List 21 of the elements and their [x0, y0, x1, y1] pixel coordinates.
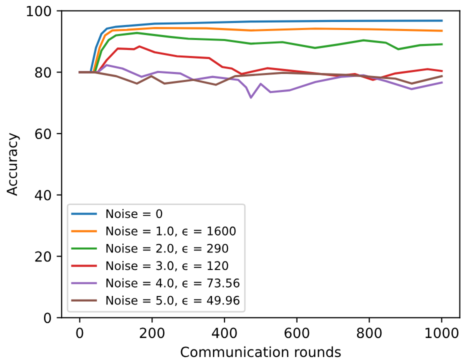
x-tick-label: 0 [76, 328, 84, 338]
y-tick-label: 100 [26, 6, 51, 16]
y-tick-label: 60 [35, 128, 51, 140]
x-tick-label: 600 [284, 328, 310, 338]
y-tick-label: 20 [35, 251, 51, 262]
y-tick-label: 0 [44, 312, 51, 324]
legend-label: Noise = 1.0, ϵ = 1600 [106, 226, 236, 237]
legend-label: Noise = 4.0, ϵ = 73.56 [106, 278, 240, 289]
x-axis-title: Communication rounds [180, 346, 341, 358]
x-tick-label: 800 [356, 328, 382, 338]
y-tick-label: 80 [35, 67, 51, 78]
x-tick-label: 1000 [426, 328, 458, 338]
legend-label: Noise = 5.0, ϵ = 49.96 [106, 296, 240, 306]
y-tick-label: 40 [34, 190, 51, 200]
line-series [78, 71, 443, 86]
legend-label: Noise = 2.0, ϵ = 290 [106, 244, 228, 254]
x-tick-label: 200 [140, 328, 164, 338]
x-tick-label: 400 [212, 328, 237, 338]
y-axis-title: Accuracy [6, 132, 20, 196]
legend-label: Noise = 0 [106, 208, 162, 218]
legend-label: Noise = 3.0, ϵ = 120 [106, 260, 228, 272]
